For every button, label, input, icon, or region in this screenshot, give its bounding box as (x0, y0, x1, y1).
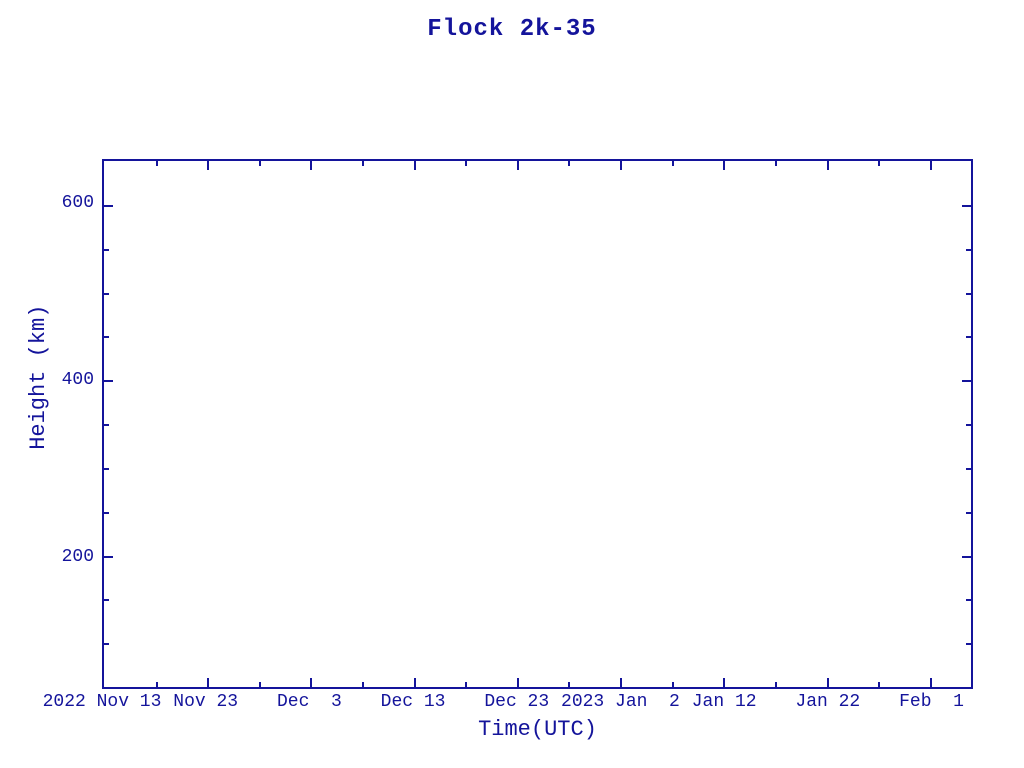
x-major-tick (930, 161, 932, 170)
x-minor-tick (568, 161, 570, 166)
x-minor-tick (672, 682, 674, 687)
y-tick-label: 400 (61, 369, 94, 390)
x-tick-label: Dec 23 (484, 692, 550, 712)
x-tick-label: Dec 13 (380, 692, 446, 712)
x-major-tick (414, 678, 416, 687)
x-major-tick (517, 678, 519, 687)
x-major-tick (930, 678, 932, 687)
x-minor-tick (362, 682, 364, 687)
x-major-tick (310, 161, 312, 170)
x-minor-tick (878, 161, 880, 166)
y-minor-tick (104, 249, 109, 251)
y-minor-tick (966, 468, 971, 470)
x-minor-tick (156, 161, 158, 166)
x-tick-label: 2023 Jan 2 (561, 692, 680, 712)
x-minor-tick (878, 682, 880, 687)
x-major-tick (827, 678, 829, 687)
y-major-tick (104, 556, 113, 558)
x-major-tick (620, 161, 622, 170)
y-minor-tick (966, 599, 971, 601)
y-minor-tick (966, 424, 971, 426)
y-major-tick (104, 380, 113, 382)
x-minor-tick (775, 161, 777, 166)
plot-area (102, 159, 973, 689)
y-minor-tick (104, 599, 109, 601)
x-tick-label: Nov 23 (173, 692, 239, 712)
y-major-tick (962, 205, 971, 207)
x-tick-label: Jan 22 (795, 692, 861, 712)
x-minor-tick (775, 682, 777, 687)
x-tick-label: 2022 Nov 13 (42, 692, 162, 712)
x-minor-tick (362, 161, 364, 166)
y-major-tick (962, 380, 971, 382)
y-tick-label: 600 (61, 193, 94, 214)
y-minor-tick (104, 512, 109, 514)
x-major-tick (827, 161, 829, 170)
y-tick-label: 200 (61, 546, 94, 567)
y-minor-tick (104, 643, 109, 645)
x-tick-label: Dec 3 (276, 692, 342, 712)
x-minor-tick (568, 682, 570, 687)
y-minor-tick (966, 512, 971, 514)
x-minor-tick (259, 682, 261, 687)
y-major-tick (962, 556, 971, 558)
y-major-tick (104, 205, 113, 207)
y-minor-tick (104, 424, 109, 426)
x-axis-title: Time(UTC) (478, 717, 597, 742)
x-major-tick (517, 161, 519, 170)
x-minor-tick (156, 682, 158, 687)
x-minor-tick (465, 682, 467, 687)
y-minor-tick (104, 293, 109, 295)
x-major-tick (207, 161, 209, 170)
y-minor-tick (966, 643, 971, 645)
y-minor-tick (104, 336, 109, 338)
x-tick-label: Feb 1 (899, 692, 964, 712)
x-minor-tick (672, 161, 674, 166)
y-minor-tick (966, 336, 971, 338)
x-major-tick (723, 161, 725, 170)
y-minor-tick (104, 468, 109, 470)
chart-title: Flock 2k-35 (427, 16, 597, 43)
x-major-tick (723, 678, 725, 687)
y-minor-tick (966, 293, 971, 295)
x-major-tick (310, 678, 312, 687)
y-minor-tick (966, 249, 971, 251)
x-major-tick (620, 678, 622, 687)
x-major-tick (207, 678, 209, 687)
x-minor-tick (465, 161, 467, 166)
x-tick-label: Jan 12 (691, 692, 757, 712)
x-major-tick (414, 161, 416, 170)
x-minor-tick (259, 161, 261, 166)
